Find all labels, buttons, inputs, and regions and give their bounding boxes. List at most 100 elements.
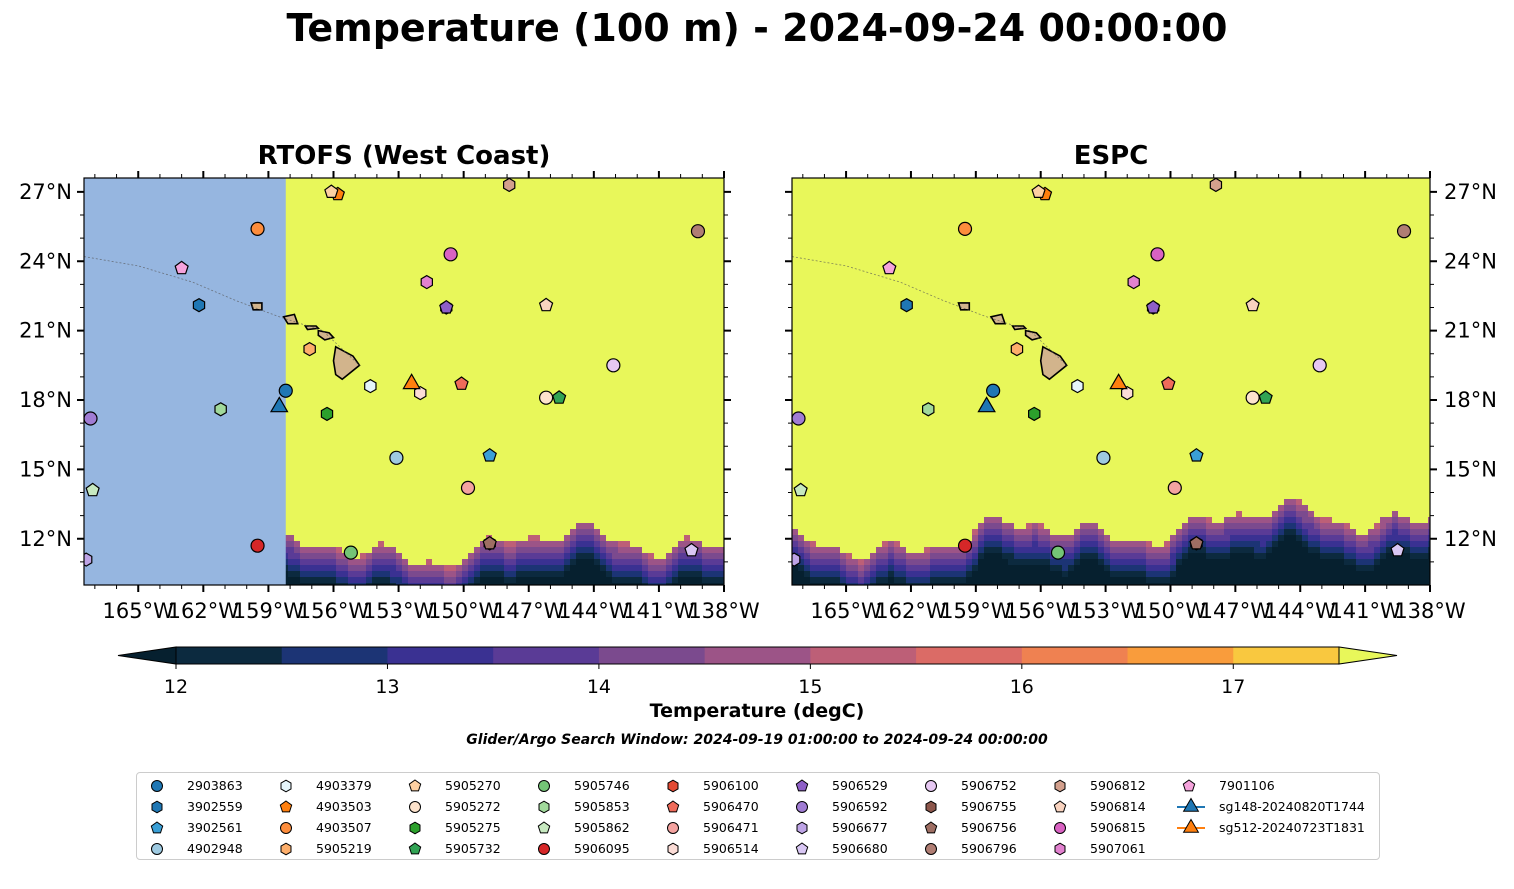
- glider-marker-sg148-20240820T1744: [269, 396, 289, 413]
- legend-marker-5906592: [796, 801, 808, 813]
- legend-marker-5905746: [538, 780, 550, 792]
- ytick-label-rtofs-3: 21°N: [19, 319, 72, 343]
- legend-marker-3902559: [151, 800, 163, 814]
- legend-label: 5906514: [703, 841, 759, 856]
- float-marker-5906471: [1167, 480, 1182, 495]
- float-marker-3902559: [192, 298, 206, 313]
- legend-label: 3902559: [187, 799, 243, 814]
- legend-label: 5906812: [1090, 778, 1146, 793]
- colorbar-segment-4: [598, 647, 706, 664]
- colorbar-segment-5: [704, 647, 811, 664]
- legend-marker-5906815: [1054, 822, 1066, 834]
- ytick-label-espc-4: 24°N: [1444, 249, 1497, 273]
- legend-marker-5906677: [796, 821, 808, 835]
- float-marker-5905862: [85, 482, 100, 497]
- float-marker-5906796: [1396, 224, 1412, 239]
- island-hawaii: [1039, 345, 1068, 381]
- float-marker-4903507: [250, 221, 265, 236]
- ytick-label-espc-1: 15°N: [1444, 457, 1497, 481]
- ytick-label-rtofs-4: 24°N: [19, 249, 72, 273]
- legend-marker-5907061: [1054, 842, 1066, 856]
- float-marker-3902559: [900, 298, 913, 313]
- colorbar-segment-3: [493, 647, 600, 664]
- legend-marker-5906680: [795, 842, 809, 855]
- float-marker-5907061: [1127, 274, 1140, 290]
- float-marker-5905853: [921, 402, 935, 417]
- panel-title-espc: ESPC: [1073, 141, 1149, 171]
- legend-label: 5907061: [1090, 841, 1146, 856]
- legend-label: 5906471: [703, 820, 759, 835]
- legend-label: 5905270: [445, 778, 501, 793]
- xtick-label-rtofs-5: 150°W: [428, 599, 500, 623]
- xtick-label-rtofs-7: 144°W: [558, 599, 630, 623]
- search-window-text: Glider/Argo Search Window: 2024-09-19 01…: [466, 732, 1048, 748]
- legend-label: 5905862: [574, 820, 630, 835]
- map-panel-rtofs: 165°W162°W159°W156°W153°W150°W147°W144°W…: [19, 171, 760, 623]
- float-marker-4903379: [1071, 378, 1084, 394]
- float-marker-5906756: [482, 535, 497, 550]
- float-marker-5905272: [1245, 390, 1260, 405]
- colorbar-segment-7: [916, 647, 1023, 664]
- legend-marker-5906095: [538, 843, 550, 855]
- xtick-label-espc-6: 147°W: [1200, 599, 1272, 623]
- legend-marker-5906514: [667, 842, 679, 856]
- float-marker-7901106: [882, 260, 897, 275]
- legend-label: 5906095: [574, 841, 630, 856]
- colorbar-segment-9: [1127, 647, 1234, 664]
- colorbar-tick-label-1: 13: [375, 676, 399, 698]
- legend-marker-4903379: [280, 779, 292, 793]
- legend-label: 5905275: [445, 820, 501, 835]
- legend-label: 5906100: [703, 778, 759, 793]
- float-marker-5905270: [1031, 184, 1046, 198]
- legend-marker-sg512-20240723T1831: [1177, 818, 1205, 833]
- map-panel-espc: 165°W162°W159°W156°W153°W150°W147°W144°W…: [785, 171, 1497, 623]
- xtick-label-espc-3: 156°W: [1005, 599, 1077, 623]
- xtick-label-rtofs-6: 147°W: [493, 599, 565, 623]
- legend-label: 5906796: [961, 841, 1017, 856]
- legend-label: 5906814: [1090, 799, 1146, 814]
- xtick-label-rtofs-9: 138°W: [688, 599, 760, 623]
- colorbar-tick-label-2: 14: [587, 676, 611, 698]
- bathymetry-contour: [792, 256, 1067, 366]
- colorbar-segment-1: [281, 647, 388, 664]
- ytick-label-rtofs-2: 18°N: [19, 388, 72, 412]
- colorbar-segment-10: [1233, 647, 1340, 664]
- colorbar-over-arrow: [1338, 646, 1398, 665]
- float-marker-5905746: [343, 545, 358, 560]
- colorbar-segment-0: [176, 647, 283, 664]
- legend-label: 5906815: [1090, 820, 1146, 835]
- colorbar-tick-label-3: 15: [798, 676, 822, 698]
- float-marker-5905219: [303, 341, 316, 357]
- legend-label: 5906756: [961, 820, 1017, 835]
- legend-marker-2903863: [151, 780, 163, 792]
- no-data-region: [84, 178, 286, 585]
- float-marker-5906471: [460, 480, 476, 495]
- float-marker-5906529: [439, 299, 454, 314]
- float-marker-5905746: [1050, 545, 1066, 560]
- xtick-label-espc-7: 144°W: [1265, 599, 1337, 623]
- island-hawaii: [332, 345, 361, 381]
- island-maui: [1024, 329, 1043, 341]
- map-frame-espc: [791, 177, 1431, 586]
- legend-label: 5905732: [445, 841, 501, 856]
- legend-marker-sg148-20240820T1744: [1177, 797, 1205, 812]
- xtick-label-rtofs-4: 153°W: [363, 599, 435, 623]
- legend-marker-5905862: [537, 821, 551, 834]
- float-marker-5906814: [1245, 297, 1260, 312]
- colorbar-tick-label-0: 12: [164, 676, 188, 698]
- legend-label: 5906680: [832, 841, 888, 856]
- float-marker-5905732: [1258, 390, 1273, 404]
- float-marker-5906796: [690, 224, 706, 239]
- legend-marker-5905732: [408, 842, 422, 855]
- legend-label: 5906592: [832, 799, 888, 814]
- float-marker-5905272: [539, 390, 554, 405]
- float-marker-5906814: [538, 297, 554, 312]
- float-marker-5905275: [1027, 406, 1041, 422]
- legend-marker-4903507: [280, 822, 292, 834]
- float-marker-7901106: [174, 260, 189, 275]
- legend-label: 7901106: [1219, 778, 1275, 793]
- map-frame-rtofs: [83, 177, 725, 586]
- float-marker-5906529: [1145, 299, 1161, 314]
- float-marker-5906095: [957, 538, 973, 553]
- ytick-label-espc-2: 18°N: [1444, 388, 1497, 412]
